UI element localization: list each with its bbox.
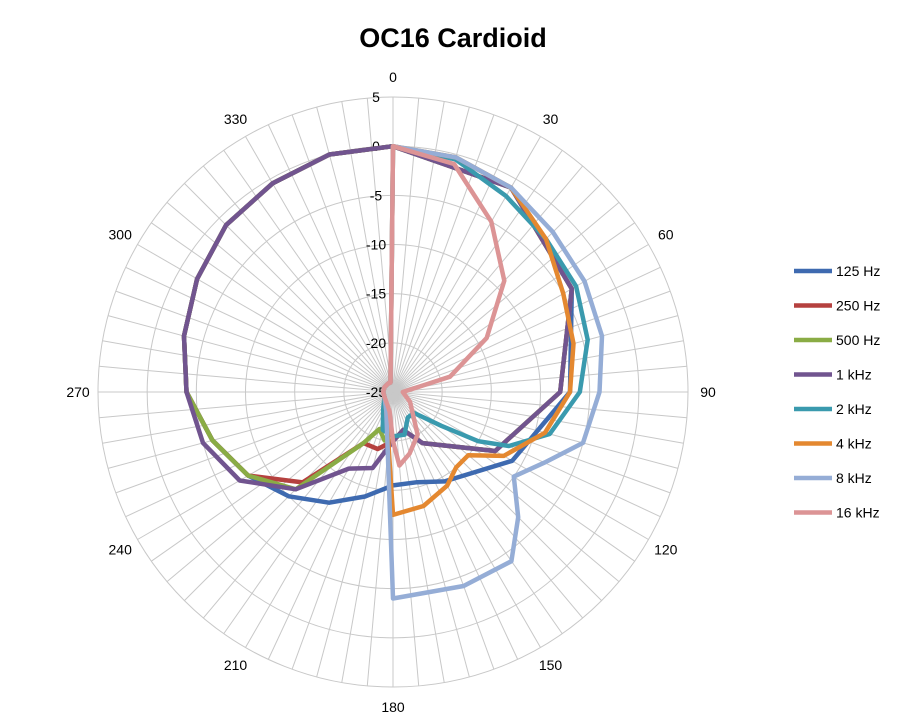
grid-spoke <box>184 183 394 393</box>
grid-spoke <box>392 183 602 393</box>
grid-spoke <box>392 98 420 393</box>
legend: 125 Hz 250 Hz 500 Hz 1 kHz 2 kHz 4 kHz 8 kHz 16… <box>794 263 880 521</box>
grid-spoke <box>102 391 394 444</box>
grid-spoke <box>392 391 445 683</box>
grid-spoke <box>392 165 584 393</box>
legend-label: 125 Hz <box>836 263 880 279</box>
series-line-1-khz <box>181 143 575 492</box>
angle-label: 210 <box>224 657 248 673</box>
series-lines <box>181 143 605 601</box>
grid-spoke <box>392 136 541 393</box>
grid-spoke <box>392 365 687 393</box>
angle-label: 0 <box>389 69 397 85</box>
angle-label: 120 <box>654 542 678 558</box>
legend-label: 250 Hz <box>836 298 880 314</box>
grid-spoke <box>202 165 394 393</box>
legend-label: 2 kHz <box>836 401 872 417</box>
grid-spoke <box>291 114 394 393</box>
grid-spoke <box>392 290 671 393</box>
grid-spoke <box>392 106 470 393</box>
grid-spoke <box>392 101 445 393</box>
legend-label: 500 Hz <box>836 332 880 348</box>
grid-spoke <box>392 391 470 678</box>
grid-spoke <box>137 244 394 393</box>
grid-spoke <box>392 391 684 444</box>
angle-label: 180 <box>381 699 405 715</box>
grid-spoke <box>223 150 394 393</box>
radial-tick-labels: 50-5-10-15-20-25 <box>366 89 386 400</box>
angle-label: 150 <box>539 657 563 673</box>
legend-label: 16 kHz <box>836 505 880 521</box>
grid-spoke <box>202 391 394 619</box>
angle-label: 60 <box>658 227 674 243</box>
grid-spoke <box>267 124 394 393</box>
grid-spoke <box>392 391 495 670</box>
grid-spoke <box>392 114 495 393</box>
angle-label: 270 <box>66 384 90 400</box>
grid-spoke <box>392 391 563 634</box>
legend-label: 4 kHz <box>836 436 872 452</box>
grid-spoke <box>392 266 661 393</box>
angle-label: 240 <box>109 542 133 558</box>
angle-label: 30 <box>543 111 559 127</box>
grid-spoke <box>392 391 661 518</box>
grid-spoke <box>99 391 394 419</box>
grid-spoke <box>151 222 394 393</box>
grid-spoke <box>102 340 394 393</box>
grid-spoke <box>245 136 394 393</box>
grid-spoke <box>166 201 394 393</box>
grid-spoke <box>245 391 394 648</box>
grid-spoke <box>392 391 649 540</box>
grid-spoke <box>392 391 584 619</box>
grid-spoke <box>316 391 394 678</box>
chart-title: OC16 Cardioid <box>359 23 547 53</box>
radial-tick-label: -5 <box>370 187 383 203</box>
grid-spoke <box>99 365 394 393</box>
grid-spoke <box>125 266 394 393</box>
angle-label: 90 <box>700 384 716 400</box>
radial-tick-label: -15 <box>366 286 386 302</box>
grid-spoke <box>392 391 620 583</box>
grid-spoke <box>115 290 394 393</box>
grid-spoke <box>392 340 684 393</box>
grid-spoke <box>107 315 394 393</box>
grid-spoke <box>392 391 420 686</box>
grid-spoke <box>392 222 635 393</box>
grid-spoke <box>137 391 394 540</box>
legend-label: 1 kHz <box>836 367 872 383</box>
grid-spoke <box>291 391 394 670</box>
angle-label: 330 <box>224 111 248 127</box>
grid-spoke <box>223 391 394 634</box>
grid-spoke <box>107 391 394 469</box>
grid-spoke <box>392 150 563 393</box>
grid-spoke <box>392 244 649 393</box>
radial-tick-label: -10 <box>366 237 386 253</box>
radial-tick-label: -20 <box>366 335 386 351</box>
angle-label: 300 <box>109 227 133 243</box>
grid-spoke <box>392 124 519 393</box>
grid-spoke <box>115 391 394 494</box>
series-line-16-khz <box>380 143 507 468</box>
grid-spoke <box>392 391 602 601</box>
grid-spoke <box>392 391 687 419</box>
radial-tick-label: -25 <box>366 384 386 400</box>
angle-labels: 0 30 60 90 120 150 180 210 240 270 300 330 <box>66 69 716 715</box>
radial-tick-label: 5 <box>372 89 380 105</box>
grid-spoke <box>125 391 394 518</box>
legend-label: 8 kHz <box>836 470 872 486</box>
grid-spoke <box>392 201 620 393</box>
